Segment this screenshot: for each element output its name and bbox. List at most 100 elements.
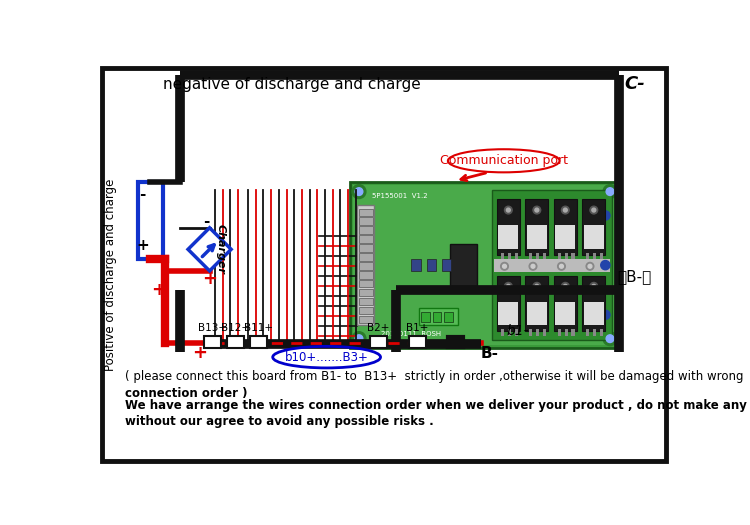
- Circle shape: [588, 265, 592, 268]
- Bar: [526, 225, 547, 248]
- Bar: [358, 205, 374, 325]
- Circle shape: [586, 262, 594, 270]
- Bar: [359, 253, 373, 260]
- Text: B12+: B12+: [221, 323, 251, 333]
- Bar: [555, 225, 575, 248]
- Bar: [251, 337, 267, 348]
- Bar: [359, 298, 373, 306]
- Bar: [525, 200, 548, 255]
- Polygon shape: [188, 228, 231, 271]
- Text: -: -: [140, 187, 146, 202]
- Bar: [350, 182, 620, 348]
- Circle shape: [535, 285, 538, 288]
- Text: Communication port: Communication port: [440, 154, 568, 167]
- Bar: [138, 182, 163, 259]
- Text: +: +: [136, 238, 149, 253]
- Text: without our agree to avoid any possible risks .: without our agree to avoid any possible …: [125, 415, 433, 428]
- Circle shape: [535, 208, 538, 212]
- Bar: [359, 280, 373, 288]
- Circle shape: [505, 206, 512, 214]
- Bar: [494, 259, 610, 271]
- Text: +: +: [192, 344, 207, 362]
- Text: +: +: [152, 281, 166, 299]
- Bar: [555, 302, 575, 325]
- Bar: [536, 329, 539, 335]
- Bar: [433, 312, 441, 322]
- Bar: [572, 329, 574, 335]
- Bar: [572, 253, 574, 259]
- Bar: [359, 235, 373, 243]
- Bar: [359, 289, 373, 297]
- Bar: [600, 329, 603, 335]
- Text: B1+: B1+: [406, 323, 429, 333]
- Bar: [359, 307, 373, 314]
- Bar: [543, 253, 546, 259]
- Text: Positive of discharge and charge: Positive of discharge and charge: [104, 178, 117, 371]
- Bar: [359, 271, 373, 279]
- Bar: [359, 208, 373, 216]
- Bar: [501, 253, 504, 259]
- Bar: [584, 225, 604, 248]
- Bar: [496, 276, 520, 331]
- Circle shape: [592, 208, 596, 212]
- Bar: [554, 200, 577, 255]
- Bar: [370, 337, 387, 348]
- Circle shape: [562, 206, 569, 214]
- Bar: [525, 276, 548, 331]
- Bar: [584, 302, 604, 325]
- Bar: [204, 337, 221, 348]
- Bar: [582, 200, 605, 255]
- Bar: [492, 190, 611, 340]
- Bar: [530, 329, 532, 335]
- Circle shape: [533, 282, 541, 290]
- Circle shape: [560, 265, 563, 268]
- Bar: [359, 262, 373, 270]
- Circle shape: [352, 332, 366, 345]
- Circle shape: [557, 262, 566, 270]
- Bar: [359, 226, 373, 234]
- Text: -: -: [203, 214, 210, 229]
- Bar: [593, 253, 596, 259]
- Bar: [508, 329, 511, 335]
- Circle shape: [590, 206, 598, 214]
- Bar: [586, 253, 590, 259]
- Circle shape: [601, 211, 610, 220]
- Text: connection order ): connection order ): [125, 387, 248, 400]
- Bar: [514, 329, 517, 335]
- Circle shape: [590, 282, 598, 290]
- Bar: [554, 276, 577, 331]
- Bar: [557, 253, 561, 259]
- Bar: [514, 253, 517, 259]
- Bar: [508, 253, 511, 259]
- Text: 5P155001  V1.2: 5P155001 V1.2: [372, 193, 427, 199]
- Bar: [600, 253, 603, 259]
- Bar: [427, 259, 436, 271]
- Bar: [359, 316, 373, 323]
- Text: negative of discharge and charge: negative of discharge and charge: [163, 77, 421, 92]
- Text: 20170111  ROSH: 20170111 ROSH: [381, 331, 442, 337]
- Circle shape: [592, 285, 596, 288]
- Circle shape: [563, 208, 567, 212]
- Circle shape: [601, 310, 610, 319]
- Bar: [530, 253, 532, 259]
- Bar: [409, 337, 426, 348]
- Bar: [447, 337, 464, 348]
- Bar: [419, 308, 458, 325]
- Text: （B-）: （B-）: [617, 269, 652, 284]
- Bar: [422, 312, 430, 322]
- Bar: [557, 329, 561, 335]
- Bar: [536, 253, 539, 259]
- Bar: [496, 200, 520, 255]
- Circle shape: [530, 262, 537, 270]
- Bar: [498, 225, 518, 248]
- Circle shape: [601, 260, 610, 270]
- Text: b1-: b1-: [506, 324, 529, 338]
- Bar: [565, 253, 568, 259]
- Text: +: +: [202, 270, 217, 288]
- Circle shape: [606, 335, 613, 342]
- Text: ( please connect this board from B1- to  B13+  strictly in order ,otherwise it w: ( please connect this board from B1- to …: [125, 370, 743, 383]
- Text: B2+: B2+: [367, 323, 389, 333]
- Bar: [445, 312, 453, 322]
- Circle shape: [506, 285, 510, 288]
- Bar: [526, 302, 547, 325]
